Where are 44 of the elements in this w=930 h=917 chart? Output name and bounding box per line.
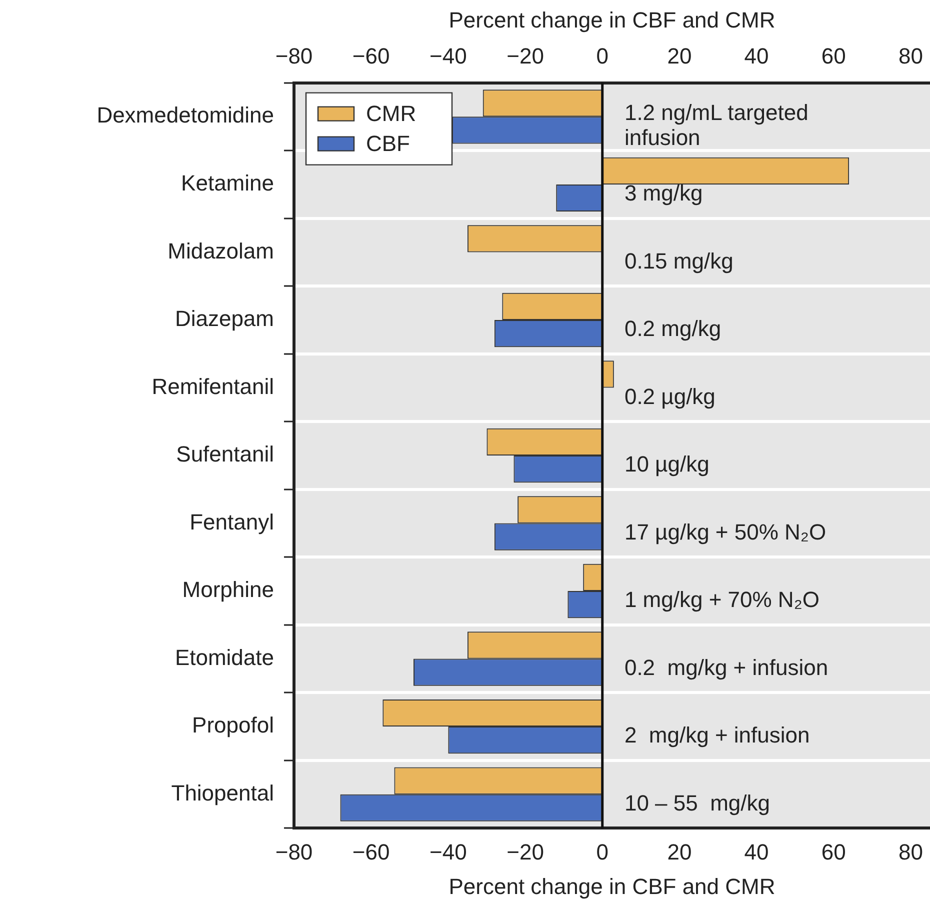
y-tick-label: Midazolam [168, 238, 274, 264]
x2-tick-label: −20 [506, 839, 544, 864]
annotation: 1 mg/kg + 70% N₂O [624, 587, 820, 612]
x-tick-label: −40 [430, 44, 467, 69]
x-tick-label: 60 [821, 44, 846, 69]
x2-tick-label: 0 [596, 839, 608, 864]
y-tick-label: Etomidate [174, 644, 274, 670]
x2-axis-title: Percent change in CBF and CMR [448, 7, 776, 32]
x-tick-label: −20 [506, 44, 544, 69]
x2-tick-label: 40 [744, 839, 769, 864]
annotation: 0.2 mg/kg [624, 316, 722, 342]
annotation: 10 – 55 mg/kg [624, 790, 770, 816]
x2-tick-label: −60 [352, 839, 390, 864]
x2-tick-label: 80 [898, 839, 923, 864]
x-tick-label: 20 [667, 44, 692, 69]
annotation: 0.2 mg/kg + infusion [624, 654, 828, 680]
y-tick-label: Fentanyl [190, 509, 274, 534]
y-tick-label: Remifentanil [152, 374, 274, 399]
legend-label: CBF [366, 130, 410, 156]
x-tick-label: 80 [898, 44, 923, 69]
annotation: 0.2 µg/kg [624, 384, 716, 409]
x-tick-label: 0 [596, 44, 608, 69]
y-tick-label: Dexmedetomidine [96, 102, 274, 128]
annotation: 3 mg/kg [624, 180, 703, 206]
annotation: 1.2 ng/mL targeted infusion [624, 100, 808, 150]
y-tick-label: Propofol [192, 712, 274, 738]
annotation: 0.15 mg/kg [624, 248, 734, 274]
x-tick-label: 40 [744, 44, 769, 69]
annotation: 10 µg/kg [624, 452, 710, 477]
y-tick-label: Morphine [182, 577, 274, 602]
x-axis-title: Percent change in CBF and CMR [448, 874, 776, 899]
x-tick-label: −80 [275, 44, 313, 69]
legend-label: CMR [366, 100, 416, 126]
annotation: 17 µg/kg + 50% N₂O [624, 519, 826, 544]
x2-tick-label: 60 [821, 839, 846, 864]
y-tick-label: Ketamine [181, 170, 274, 196]
x2-tick-label: −80 [275, 839, 313, 864]
y-tick-label: Diazepam [174, 306, 274, 332]
y-tick-label: Sufentanil [176, 442, 274, 467]
annotation: 2 mg/kg + infusion [624, 722, 810, 748]
x2-tick-label: −40 [430, 839, 467, 864]
x-tick-label: −60 [352, 44, 390, 69]
x2-tick-label: 20 [667, 839, 692, 864]
y-tick-label: Thiopental [171, 780, 274, 806]
